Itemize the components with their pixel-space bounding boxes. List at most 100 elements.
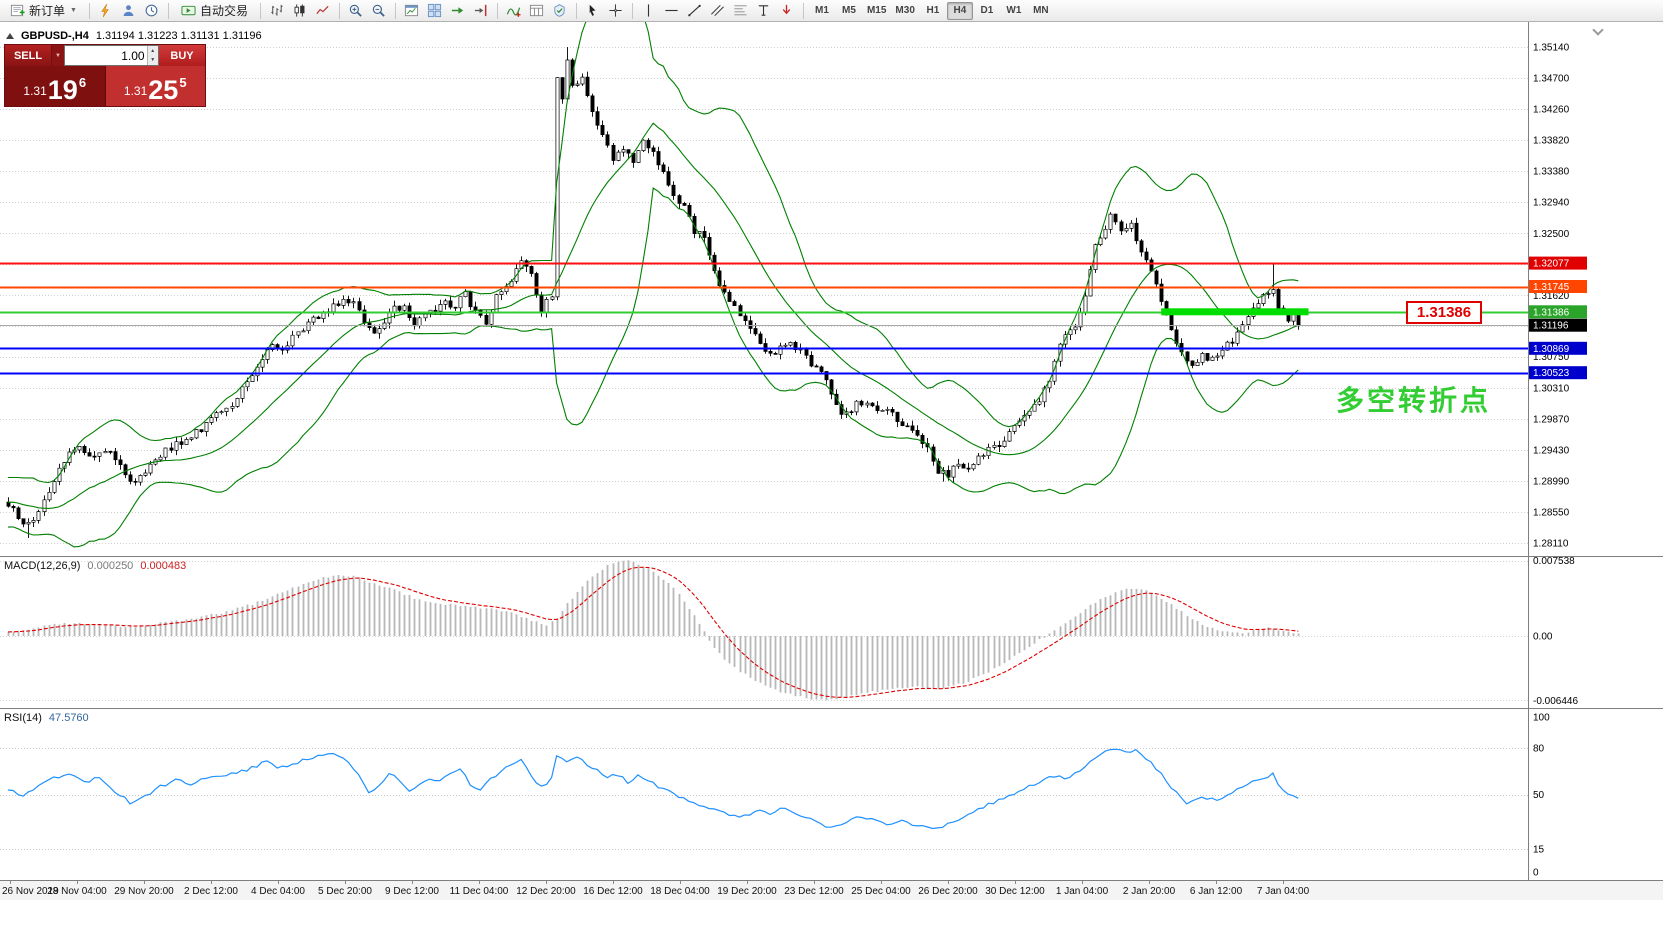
text-icon xyxy=(759,5,769,16)
new-order-icon xyxy=(10,4,25,17)
svg-text:1.30523: 1.30523 xyxy=(1533,368,1570,379)
vertical-line-icon xyxy=(648,4,650,17)
timeframe-m5[interactable]: M5 xyxy=(836,2,862,20)
order-type-dropdown-icon[interactable]: ▼ xyxy=(51,45,64,66)
new-order-button[interactable]: 新订单 ▼ xyxy=(3,1,84,21)
time-tick xyxy=(747,881,748,884)
crosshair-icon[interactable] xyxy=(605,1,627,21)
metaeditor-icon[interactable] xyxy=(95,1,117,21)
chart-shift-icon[interactable] xyxy=(470,1,492,21)
time-tick xyxy=(1283,881,1284,884)
svg-text:1.30310: 1.30310 xyxy=(1533,383,1570,394)
trendline-icon[interactable] xyxy=(684,1,706,21)
channel-icon xyxy=(711,5,725,16)
rsi-label-row: RSI(14) 47.5760 xyxy=(4,712,89,724)
history-icon[interactable] xyxy=(141,1,163,21)
panel-collapse-icon[interactable] xyxy=(1593,26,1601,34)
timeframe-h1[interactable]: H1 xyxy=(920,2,946,20)
indicators-icon[interactable] xyxy=(503,1,525,21)
arrow-icon[interactable] xyxy=(776,1,798,21)
zoom-in-icon[interactable] xyxy=(345,1,367,21)
rsi-value: 47.5760 xyxy=(48,712,89,724)
cursor-icon[interactable] xyxy=(582,1,604,21)
rsi-label: RSI(14) xyxy=(4,712,42,724)
oneclick-toggle-icon[interactable] xyxy=(6,33,14,39)
buy-price-pips: 25 xyxy=(148,75,179,106)
svg-text:1.30750: 1.30750 xyxy=(1533,352,1570,363)
bottom-strip xyxy=(0,900,1663,946)
chart-title: GBPUSD-,H4 1.31194 1.31223 1.31131 1.311… xyxy=(6,30,262,42)
time-label: 26 Nov 2019 xyxy=(2,886,59,897)
autotrade-button-label: 自动交易 xyxy=(199,4,248,18)
line-chart-icon[interactable] xyxy=(312,1,334,21)
timeframe-m15[interactable]: M15 xyxy=(863,2,890,20)
templates-icon[interactable] xyxy=(549,1,571,21)
time-tick xyxy=(412,881,413,884)
line-chart-icon xyxy=(316,5,330,15)
turning-point-annotation: 多空转折点 xyxy=(1336,385,1492,416)
chart-window[interactable]: 1.35140 1.34700 1.34260 1.33820 1.33380 1.329… xyxy=(0,22,1663,556)
horizontal-line-icon xyxy=(665,9,679,12)
metaeditor-icon xyxy=(101,3,110,18)
toolbar-separator xyxy=(802,2,804,19)
time-tick xyxy=(345,881,346,884)
new-order-button-label: 新订单 xyxy=(29,4,66,18)
price-annotation-label[interactable]: 1.31386 xyxy=(1406,301,1482,324)
buy-price-figure: 1.31 xyxy=(123,84,148,98)
volume-up-icon[interactable]: ▲ xyxy=(147,46,158,56)
candlestick-icon[interactable] xyxy=(289,1,311,21)
time-tick xyxy=(479,881,480,884)
toolbar-separator xyxy=(496,2,498,19)
buy-button[interactable]: BUY xyxy=(159,45,205,66)
new-chart-icon xyxy=(405,4,419,17)
autotrade-button[interactable]: 自动交易 xyxy=(174,1,255,21)
timeframe-h4[interactable]: H4 xyxy=(946,1,973,20)
new-chart-icon[interactable] xyxy=(401,1,423,21)
macd-panel[interactable]: 0.007538 0.00 -0.006446 MACD(12,26,9) 0.000… xyxy=(0,556,1663,708)
text-icon[interactable] xyxy=(753,1,775,21)
time-tick xyxy=(77,881,78,884)
fibonacci-icon[interactable] xyxy=(730,1,752,21)
volume-down-icon[interactable]: ▼ xyxy=(147,55,158,65)
macd-chart-surface[interactable]: 0.007538 0.00 -0.006446 xyxy=(0,557,1663,708)
auto-scroll-icon[interactable] xyxy=(447,1,469,21)
time-label: 16 Dec 12:00 xyxy=(583,886,643,897)
timeframe-d1[interactable]: D1 xyxy=(974,2,1000,20)
macd-label-row: MACD(12,26,9) 0.000250 0.000483 xyxy=(4,560,186,572)
sell-button[interactable]: SELL xyxy=(5,45,51,66)
time-tick xyxy=(613,881,614,884)
sell-price-figure: 1.31 xyxy=(23,84,47,98)
rsi-panel[interactable]: 100 80 50 15 0 RSI(14) 47.5760 xyxy=(0,708,1663,880)
time-tick xyxy=(1149,881,1150,884)
bar-chart-icon xyxy=(271,4,284,16)
svg-text:-0.006446: -0.006446 xyxy=(1533,696,1578,707)
timeframe-mn[interactable]: MN xyxy=(1028,2,1054,20)
channel-icon[interactable] xyxy=(707,1,729,21)
timeframe-m1[interactable]: M1 xyxy=(809,2,835,20)
buy-price[interactable]: 1.31 25 5 xyxy=(105,66,205,106)
zoom-out-icon[interactable] xyxy=(368,1,390,21)
time-label: 7 Jan 04:00 xyxy=(1256,886,1310,897)
svg-text:1.33380: 1.33380 xyxy=(1533,167,1570,178)
volume-input[interactable] xyxy=(65,46,147,65)
horizontal-line-icon[interactable] xyxy=(661,1,683,21)
fibonacci-icon xyxy=(734,5,748,16)
rsi-chart-surface[interactable]: 100 80 50 15 0 xyxy=(0,709,1663,880)
timeframe-m30[interactable]: M30 xyxy=(891,2,918,20)
sell-price[interactable]: 1.31 19 6 xyxy=(5,66,106,106)
profile-icon xyxy=(124,5,134,16)
time-tick xyxy=(144,881,145,884)
price-chart-surface[interactable]: 1.35140 1.34700 1.34260 1.33820 1.33380 1.329… xyxy=(0,22,1663,556)
tile-windows-icon[interactable] xyxy=(424,1,446,21)
profile-icon[interactable] xyxy=(118,1,140,21)
toolbar-separator xyxy=(394,2,396,19)
time-axis[interactable]: 26 Nov 2019 28 Nov 04:00 29 Nov 20:00 2 Dec… xyxy=(0,880,1663,900)
periods-icon[interactable] xyxy=(526,1,548,21)
vertical-line-icon[interactable] xyxy=(638,1,660,21)
timeframe-w1[interactable]: W1 xyxy=(1001,2,1027,20)
bar-chart-icon[interactable] xyxy=(266,1,288,21)
time-label: 1 Jan 04:00 xyxy=(1055,886,1109,897)
time-label: 4 Dec 04:00 xyxy=(251,886,305,897)
